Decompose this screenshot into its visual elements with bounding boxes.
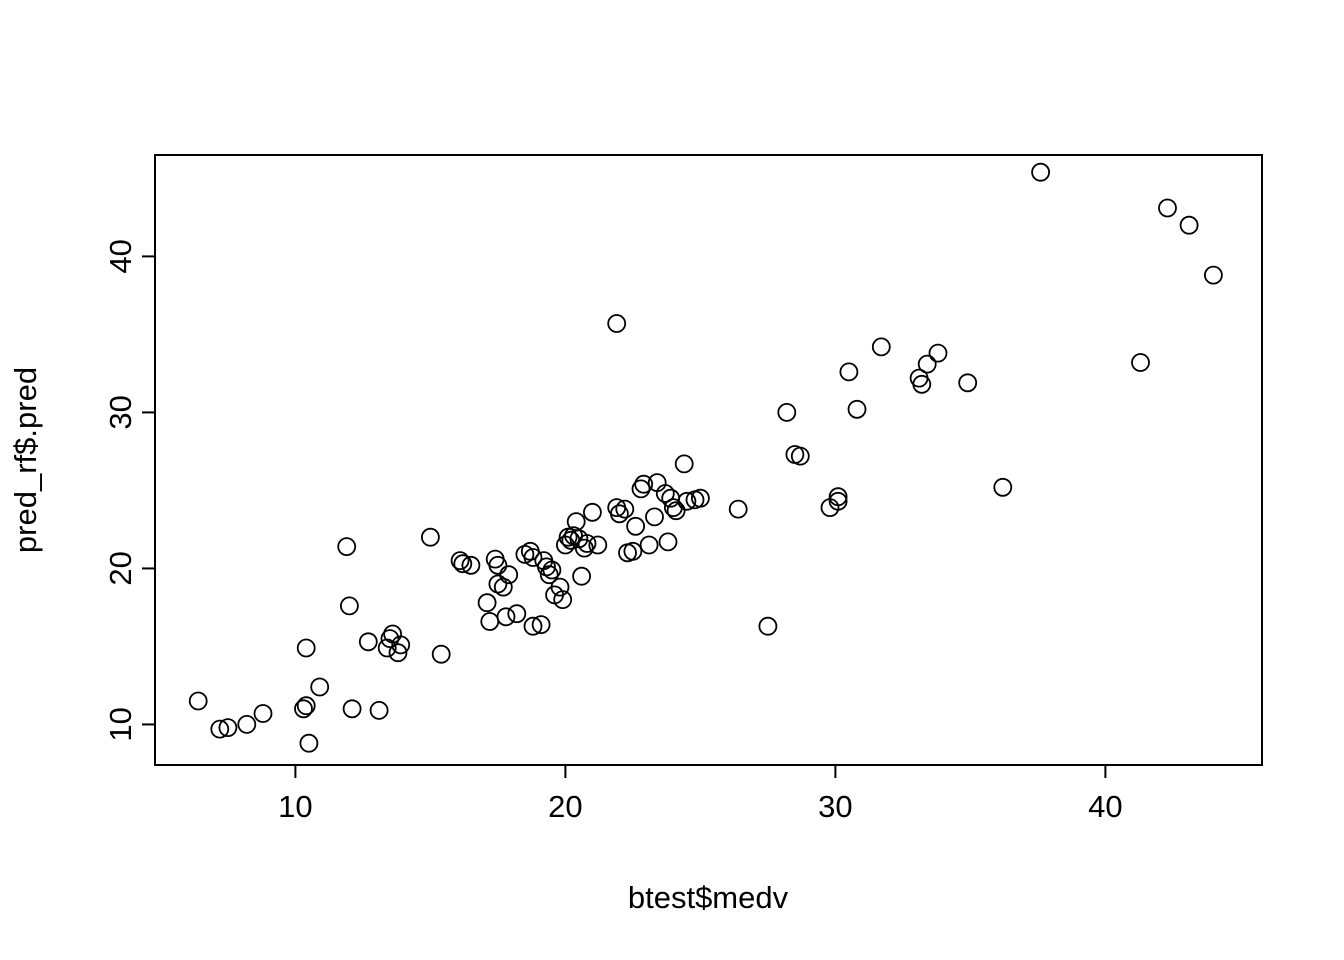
data-point bbox=[728, 499, 748, 519]
data-point bbox=[210, 719, 230, 739]
y-tick-label: 20 bbox=[103, 551, 138, 585]
data-point bbox=[296, 696, 316, 716]
data-point bbox=[639, 535, 659, 555]
data-point bbox=[523, 616, 543, 636]
data-point bbox=[461, 555, 481, 575]
data-point bbox=[1131, 353, 1150, 372]
data-point bbox=[496, 607, 516, 627]
y-tick-label: 40 bbox=[103, 239, 138, 273]
data-point bbox=[993, 477, 1013, 497]
data-point bbox=[626, 516, 645, 536]
data-point bbox=[391, 635, 411, 655]
data-point bbox=[588, 535, 608, 555]
data-point bbox=[477, 593, 497, 613]
data-point bbox=[691, 488, 710, 508]
data-point bbox=[574, 538, 594, 558]
data-point bbox=[1158, 198, 1177, 218]
data-point bbox=[871, 337, 891, 357]
data-point bbox=[928, 343, 948, 363]
data-points bbox=[188, 162, 1223, 753]
data-point bbox=[1031, 162, 1050, 182]
data-point bbox=[296, 638, 316, 658]
data-point bbox=[253, 704, 273, 723]
data-point bbox=[531, 615, 551, 634]
data-point bbox=[237, 715, 257, 734]
data-point bbox=[507, 604, 527, 624]
data-point bbox=[1204, 265, 1223, 285]
x-axis-ticks: 10 20 30 40 bbox=[278, 765, 1123, 824]
data-point bbox=[299, 733, 319, 753]
data-point bbox=[539, 565, 559, 585]
data-point bbox=[188, 691, 208, 711]
data-point bbox=[677, 491, 697, 511]
data-point bbox=[958, 373, 978, 393]
data-point bbox=[369, 701, 389, 720]
data-point bbox=[607, 314, 627, 333]
data-point bbox=[666, 501, 686, 521]
data-point bbox=[488, 555, 508, 575]
data-point bbox=[480, 612, 500, 631]
data-point bbox=[388, 643, 408, 663]
data-point bbox=[380, 629, 400, 648]
data-point bbox=[912, 374, 932, 394]
data-point bbox=[634, 474, 654, 494]
data-point bbox=[623, 541, 643, 561]
data-point bbox=[420, 527, 440, 547]
data-point bbox=[631, 479, 651, 499]
data-point bbox=[550, 577, 570, 597]
y-axis-label: pred_rf$.pred bbox=[8, 367, 43, 553]
data-point bbox=[583, 502, 602, 522]
x-tick-label: 10 bbox=[278, 789, 312, 824]
data-point bbox=[674, 454, 694, 474]
data-point bbox=[294, 699, 313, 719]
data-point bbox=[655, 484, 675, 503]
data-point bbox=[339, 596, 359, 616]
data-point bbox=[553, 590, 573, 609]
data-point bbox=[645, 507, 664, 527]
data-point bbox=[847, 399, 867, 419]
y-tick-label: 10 bbox=[103, 707, 138, 741]
data-point bbox=[542, 560, 562, 580]
data-point bbox=[383, 624, 403, 644]
data-point bbox=[615, 499, 635, 519]
data-point bbox=[337, 537, 357, 556]
data-point bbox=[218, 718, 238, 737]
data-point bbox=[777, 402, 797, 422]
data-point bbox=[577, 534, 597, 553]
data-point bbox=[758, 616, 778, 636]
data-point bbox=[790, 446, 810, 466]
data-point bbox=[431, 644, 451, 664]
data-point bbox=[839, 362, 859, 382]
data-point bbox=[453, 554, 473, 574]
data-point bbox=[493, 577, 513, 597]
data-point bbox=[523, 548, 543, 567]
data-point bbox=[342, 699, 362, 719]
data-point bbox=[828, 487, 848, 507]
x-tick-label: 30 bbox=[818, 789, 852, 824]
data-point bbox=[917, 354, 937, 374]
data-point bbox=[610, 504, 629, 524]
data-point bbox=[1179, 215, 1199, 235]
plot-border bbox=[154, 154, 1263, 766]
data-point bbox=[499, 565, 519, 585]
y-tick-label: 30 bbox=[103, 395, 138, 429]
data-point bbox=[572, 566, 591, 586]
data-point bbox=[310, 677, 330, 697]
data-point bbox=[828, 491, 848, 511]
x-tick-label: 20 bbox=[548, 789, 582, 824]
y-axis-ticks: 10 20 30 40 bbox=[103, 239, 155, 742]
data-point bbox=[658, 532, 678, 552]
x-axis-label: btest$medv bbox=[628, 880, 789, 915]
data-point bbox=[450, 551, 470, 570]
data-point bbox=[358, 632, 378, 652]
x-tick-label: 40 bbox=[1088, 789, 1122, 824]
